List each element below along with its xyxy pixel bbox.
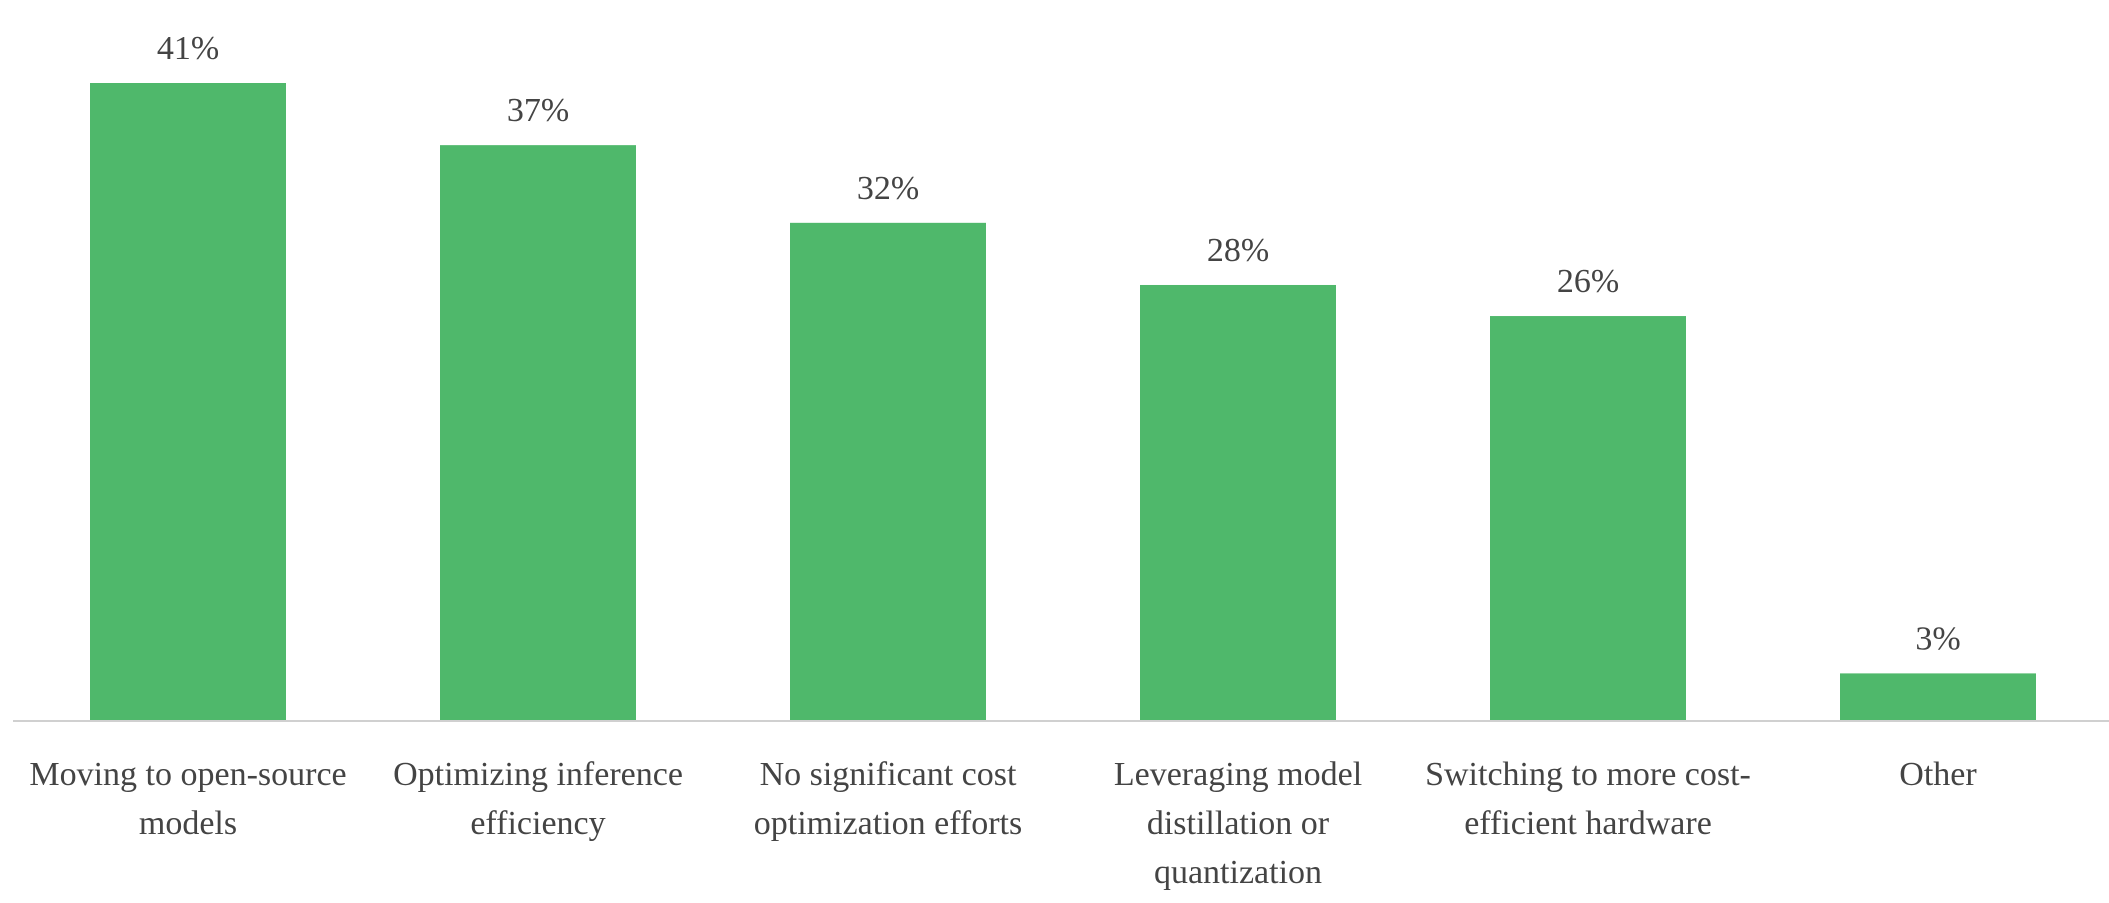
bar bbox=[440, 145, 636, 720]
value-label: 37% bbox=[507, 92, 569, 129]
bar bbox=[1840, 673, 2036, 720]
x-tick-label: Leveraging model distillation or quantiz… bbox=[1113, 756, 1363, 891]
value-label: 26% bbox=[1557, 263, 1619, 300]
bar bbox=[790, 222, 986, 720]
bar bbox=[1490, 316, 1686, 720]
x-tick-label: Optimizing inference efficiency bbox=[393, 756, 683, 842]
value-label: 28% bbox=[1207, 232, 1269, 269]
value-label: 3% bbox=[1915, 620, 1960, 657]
x-tick-label: No significant cost optimization efforts bbox=[753, 756, 1023, 842]
x-tick-label: Moving to open-source models bbox=[29, 756, 347, 842]
x-tick-label: Switching to more cost-efficient hardwar… bbox=[1425, 756, 1751, 842]
bar bbox=[90, 83, 286, 720]
x-tick-label: Other bbox=[1899, 756, 1977, 793]
bar bbox=[1140, 284, 1336, 720]
value-label: 32% bbox=[857, 170, 919, 207]
value-label: 41% bbox=[157, 30, 219, 67]
